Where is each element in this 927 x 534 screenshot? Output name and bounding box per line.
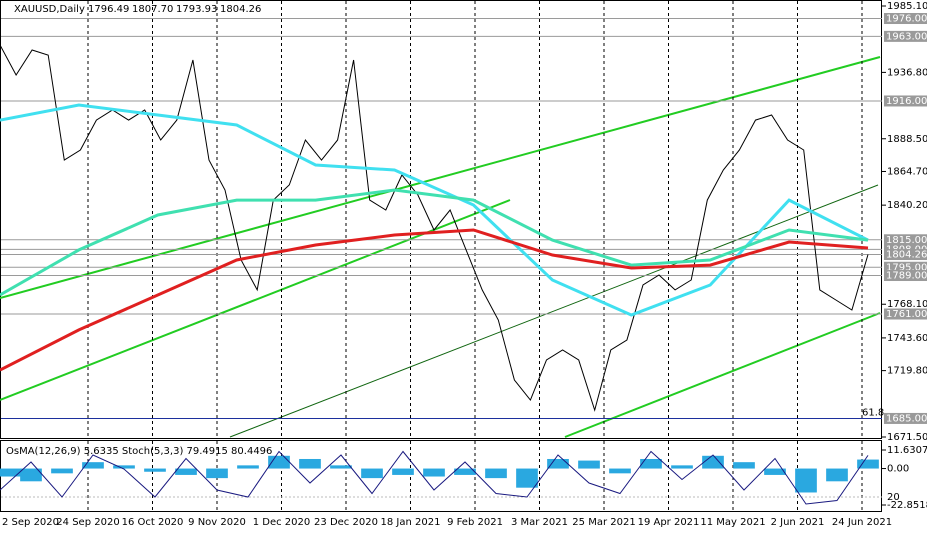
osma-bar xyxy=(640,458,662,469)
osma-bar xyxy=(857,459,879,469)
osma-bar xyxy=(485,468,507,479)
y-tick-label: 1888.50 xyxy=(887,134,927,145)
x-tick-label: 2 Sep 2020 xyxy=(2,517,59,528)
y-tick-label: 1840.20 xyxy=(887,200,927,211)
channel-line xyxy=(564,312,881,438)
level-box xyxy=(884,412,927,424)
x-tick-label: 11 May 2021 xyxy=(700,517,765,528)
y-tick-label: -22.8518 xyxy=(887,500,927,511)
osma-bar xyxy=(516,468,538,488)
series-line xyxy=(0,44,869,412)
level-label: 1761.00 xyxy=(886,309,927,320)
symbol: XAUUSD,Daily xyxy=(14,4,85,15)
series-line xyxy=(0,188,869,297)
osma-bar xyxy=(113,465,135,469)
osma-bar xyxy=(82,462,104,469)
level-box xyxy=(884,30,927,42)
osma-bar xyxy=(361,468,383,479)
series-line xyxy=(0,103,869,317)
osma-bar xyxy=(578,460,600,469)
osma-bar xyxy=(609,468,631,474)
osma-bar xyxy=(733,462,755,469)
level-label: 1685.00 xyxy=(886,413,927,424)
x-tick-label: 18 Jan 2021 xyxy=(381,517,441,528)
y-tick-label: 1936.80 xyxy=(887,67,927,78)
osma-bar xyxy=(144,468,166,472)
x-tick-label: 19 Apr 2021 xyxy=(638,517,700,528)
level-box xyxy=(884,13,927,25)
y-tick-label: 1768.10 xyxy=(887,299,927,310)
level-label: 1916.00 xyxy=(886,96,927,107)
series-line xyxy=(0,450,869,505)
osma-bar xyxy=(51,468,73,474)
series-line xyxy=(0,228,869,372)
x-tick-label: 24 Jun 2021 xyxy=(832,517,892,528)
x-tick-label: 9 Feb 2021 xyxy=(447,517,503,528)
level-box xyxy=(884,95,927,107)
level-box xyxy=(884,308,927,320)
level-box xyxy=(884,234,927,246)
level-label: 1976.00 xyxy=(886,14,927,25)
osma-bar xyxy=(330,465,352,469)
osma-bar xyxy=(423,468,445,477)
ohlc-low: 1793.93 xyxy=(176,4,217,15)
y-tick-label: 1743.60 xyxy=(887,333,927,344)
x-tick-label: 9 Nov 2020 xyxy=(188,517,246,528)
y-tick-label: 1671.50 xyxy=(887,432,927,443)
x-tick-label: 25 Mar 2021 xyxy=(572,517,635,528)
osma-bar xyxy=(299,458,321,469)
channel-line xyxy=(0,56,881,299)
y-tick-label: 1864.70 xyxy=(887,166,927,177)
osma-bar xyxy=(826,468,848,482)
level-label: 1815.00 xyxy=(886,235,927,246)
osma-bar xyxy=(547,458,569,469)
x-tick-label: 3 Mar 2021 xyxy=(511,517,568,528)
y-tick-label: 11.6307 xyxy=(887,445,927,456)
osma-bar xyxy=(671,465,693,469)
x-tick-label: 23 Dec 2020 xyxy=(314,517,378,528)
level-label: 1804.26 xyxy=(886,250,927,261)
osma-bar xyxy=(795,468,817,493)
osma-bar xyxy=(0,468,22,477)
level-note: 61.8 xyxy=(862,407,884,418)
y-tick-label: 0.00 xyxy=(887,464,909,475)
ohlc-close: 1804.26 xyxy=(220,4,261,15)
y-tick-label: 1985.10 xyxy=(887,1,927,12)
x-tick-label: 16 Oct 2020 xyxy=(122,517,184,528)
osma-bar xyxy=(175,468,197,475)
channel-line xyxy=(229,184,879,438)
level-box xyxy=(884,270,927,282)
indicator-title: OsMA(12,26,9) 5.6335 Stoch(5,3,3) 79.491… xyxy=(6,446,272,457)
osma-bar xyxy=(454,468,476,475)
y-tick-label: 1719.80 xyxy=(887,366,927,377)
osma-bar xyxy=(206,468,228,479)
main-frame xyxy=(0,0,882,439)
level-box xyxy=(884,249,927,261)
x-tick-label: 2 Jun 2021 xyxy=(771,517,825,528)
osma-bar xyxy=(237,465,259,469)
x-tick-label: 1 Dec 2020 xyxy=(253,517,311,528)
x-tick-label: 24 Sep 2020 xyxy=(56,517,119,528)
osma-bar xyxy=(392,468,414,475)
ohlc-open: 1796.49 xyxy=(88,4,129,15)
osma-bar xyxy=(702,455,724,469)
level-label: 1795.00 xyxy=(886,262,927,273)
osma-bar xyxy=(20,468,42,482)
level-box xyxy=(884,261,927,273)
osma-bar xyxy=(764,468,786,475)
y2-tick-label: 20 xyxy=(887,492,900,503)
level-label: 1963.00 xyxy=(886,31,927,42)
level-label: 1789.00 xyxy=(886,271,927,282)
